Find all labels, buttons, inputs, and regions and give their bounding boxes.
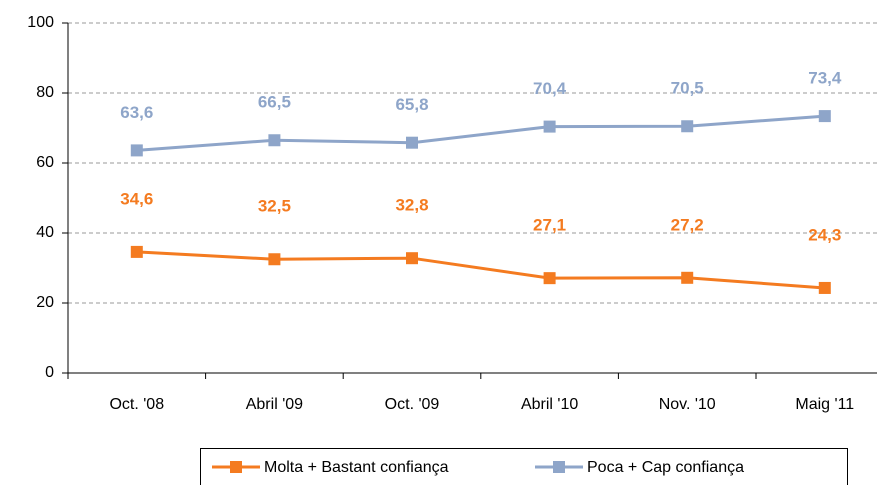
marker [268,134,281,147]
marker [543,120,556,133]
marker [818,110,831,123]
y-tick-label: 20 [36,294,54,311]
marker [681,120,694,133]
x-tick-label: Abril '09 [246,396,303,413]
data-label: 73,4 [808,69,842,88]
x-tick-label: Abril '10 [521,396,578,413]
x-tick-label: Oct. '09 [385,396,440,413]
series-line [136,250,825,290]
data-label: 34,6 [120,189,153,208]
y-tick-label: 100 [27,14,54,31]
y-tick-label: 60 [36,154,54,171]
marker [268,253,281,266]
marker [130,144,143,157]
data-label: 27,2 [671,215,704,234]
x-tick-label: Oct. '08 [109,396,164,413]
y-tick-label: 0 [45,364,54,381]
data-label: 70,5 [671,79,704,98]
data-label: 65,8 [395,95,428,114]
series-line [136,114,825,152]
marker [130,245,143,258]
x-tick-label: Nov. '10 [659,396,716,413]
marker [543,272,556,285]
y-tick-label: 80 [36,84,54,101]
marker [681,271,694,284]
marker [818,281,831,294]
marker [406,136,418,149]
marker [406,252,418,265]
data-label: 32,5 [258,197,291,216]
x-tick-label: Maig '11 [795,396,854,413]
data-label: 70,4 [533,79,567,98]
data-label: 27,1 [533,216,566,235]
legend-marker [553,461,565,473]
legend-box [200,448,848,485]
data-label: 32,8 [395,196,428,215]
data-label: 66,5 [258,93,291,112]
legend-label: Molta + Bastant confiança [264,459,449,476]
data-label: 24,3 [808,225,841,244]
y-tick-label: 40 [36,224,54,241]
legend-label: Poca + Cap confiança [587,459,744,476]
data-label: 63,6 [120,103,153,122]
legend-marker [230,461,242,473]
